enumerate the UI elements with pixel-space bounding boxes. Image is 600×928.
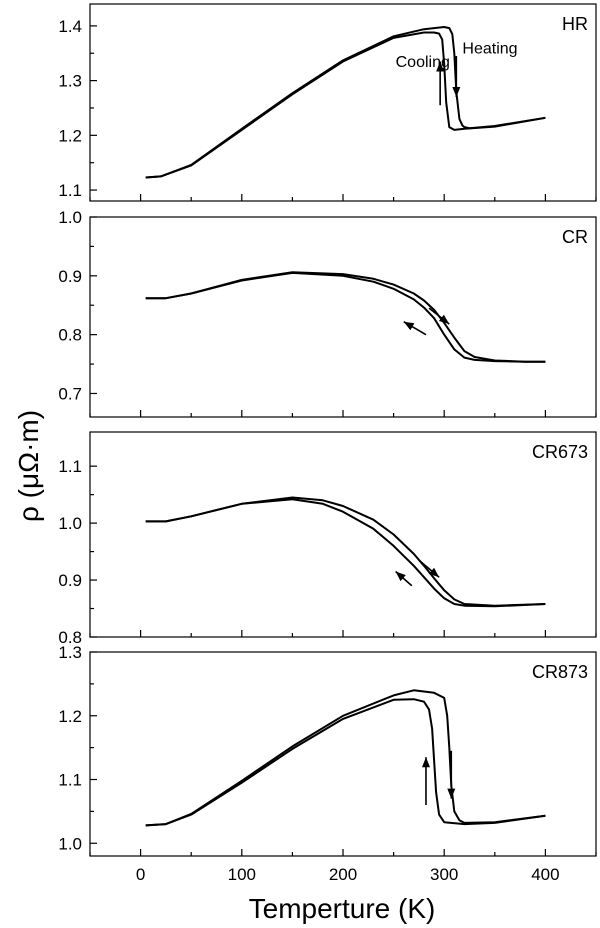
- panel-label: CR873: [532, 662, 588, 682]
- annotation-arrow-1-head: [452, 87, 461, 98]
- y-tick-label: 1.2: [58, 126, 82, 145]
- y-axis-title: ρ (μΩ·m): [13, 410, 44, 522]
- x-tick-label: 300: [430, 865, 458, 884]
- y-tick-label: 1.0: [58, 208, 82, 227]
- panel-frame: [89, 216, 597, 418]
- panel-label: CR673: [532, 442, 588, 462]
- panel-frame: [89, 3, 597, 202]
- y-tick-label: 1.1: [58, 457, 82, 476]
- series-line-2: [145, 26, 546, 179]
- x-axis-title: Temperture (K): [249, 893, 436, 924]
- y-tick-label: 1.0: [58, 514, 82, 533]
- y-tick-label: 0.9: [58, 571, 82, 590]
- panel-2: 0.7 0.8 0.9 1.0 CR: [58, 208, 597, 418]
- series-line-1: [145, 498, 546, 608]
- series-line-2: [145, 689, 546, 827]
- panel-4: 1.0 1.1 1.2 1.3 CR873: [58, 643, 597, 857]
- annotation-arrow-2-head: [403, 321, 415, 331]
- annotation-label: Heating: [462, 40, 517, 57]
- y-tick-label: 1.1: [58, 771, 82, 790]
- y-tick-label: 0.7: [58, 384, 82, 403]
- y-tick-label: 1.1: [58, 181, 82, 200]
- annotation-label: Cooling: [396, 54, 450, 71]
- y-tick-label: 1.0: [58, 834, 82, 853]
- x-tick-label: 100: [228, 865, 256, 884]
- y-tick-label: 0.8: [58, 326, 82, 345]
- annotation-arrow-1-head: [428, 567, 440, 578]
- x-tick-label: 200: [329, 865, 357, 884]
- annotation-arrow-1-head: [447, 788, 456, 799]
- y-tick-label: 1.3: [58, 72, 82, 91]
- annotation-arrow-1-head: [438, 314, 450, 325]
- annotation-arrow-2-head: [421, 757, 430, 768]
- annotation-arrow-2-head: [395, 571, 406, 582]
- series-line-2: [145, 496, 546, 607]
- y-tick-label: 1.2: [58, 707, 82, 726]
- y-tick-label: 1.3: [58, 643, 82, 662]
- panels: 1.1 1.2 1.3 1.4 HR Heating Cooling 0.7 0.8 0.9 1.0…: [58, 3, 597, 857]
- x-tick-label: 400: [531, 865, 559, 884]
- panel-label: CR: [562, 227, 588, 247]
- x-tick-label: 0: [136, 865, 145, 884]
- y-tick-label: 1.4: [58, 17, 82, 36]
- panel-3: 0.8 0.9 1.0 1.1 CR673: [58, 431, 597, 647]
- series-line-2: [145, 271, 546, 363]
- series-line-1: [145, 271, 546, 363]
- y-tick-label: 0.9: [58, 267, 82, 286]
- panel-frame: [89, 431, 597, 638]
- x-axis: 0 100 200 300 400: [136, 865, 560, 884]
- panel-1: 1.1 1.2 1.3 1.4 HR Heating Cooling: [58, 3, 597, 202]
- y-tick-label: 0.8: [58, 628, 82, 647]
- annotation-arrow-2-head: [436, 61, 445, 72]
- panel-label: HR: [562, 14, 588, 34]
- series-line-1: [145, 698, 546, 827]
- panel-frame: [89, 651, 597, 857]
